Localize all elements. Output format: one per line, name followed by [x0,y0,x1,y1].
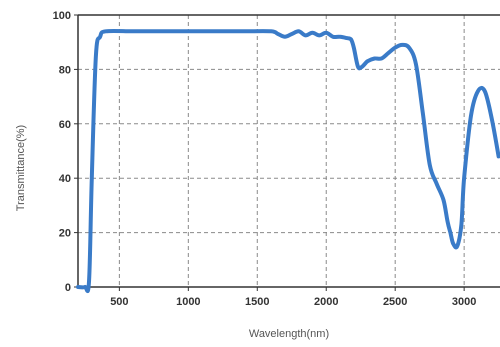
y-tick-label-80: 80 [59,64,71,76]
y-axis-title: Transmittance(%) [15,125,27,211]
x-tick-label-1500: 1500 [245,296,269,308]
grid-lines [78,15,500,287]
y-tick-label-40: 40 [59,173,71,185]
x-tick-label-500: 500 [110,296,128,308]
x-tick-label-3000: 3000 [452,296,476,308]
y-tick-label-0: 0 [65,282,71,294]
y-tick-label-20: 20 [59,228,71,240]
y-tick-label-100: 100 [53,10,71,22]
y-tick-labels: 0 20 40 60 80 100 [53,10,71,294]
x-tick-labels: 500 1000 1500 2000 2500 3000 [110,296,476,308]
x-tick-label-2000: 2000 [314,296,338,308]
x-tick-label-1000: 1000 [176,296,200,308]
x-axis-title: Wavelength(nm) [249,328,329,340]
axes [74,14,500,291]
x-tick-label-2500: 2500 [383,296,407,308]
y-tick-label-60: 60 [59,119,71,131]
transmittance-curve [76,28,500,294]
